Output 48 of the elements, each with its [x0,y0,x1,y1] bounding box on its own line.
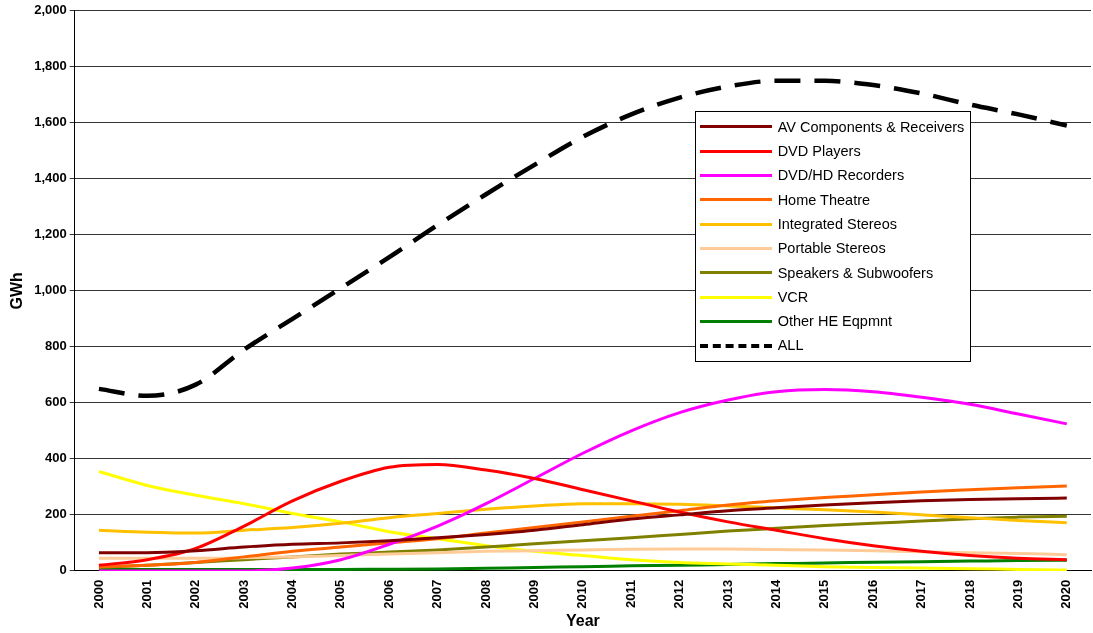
y-tick-label: 1,000 [34,282,67,298]
legend-label: DVD Players [777,142,861,162]
legend-label: DVD/HD Recorders [777,166,905,186]
line-series [97,502,1069,535]
x-tick-label: 2014 [768,579,784,609]
y-tick-label: 0 [59,562,67,578]
y-tick-label: 1,800 [34,58,67,74]
y-tick-label: 800 [45,338,67,354]
x-tick-label: 2013 [719,579,735,609]
x-tick-label: 2015 [816,579,832,609]
x-tick-label: 2017 [913,579,929,609]
legend-label: ALL [777,336,804,356]
x-tick-label: 2005 [332,579,348,609]
x-tick-label: 2019 [1009,579,1025,609]
legend-label: VCR [777,287,809,307]
y-tick-label: 400 [45,450,67,466]
legend-label: Portable Stereos [777,239,886,259]
x-tick-label: 2001 [138,579,154,609]
x-tick-label: 2003 [235,579,251,609]
x-tick-label: 2009 [526,579,542,609]
x-tick-label: 2016 [864,579,880,609]
x-tick-label: 2000 [90,579,106,609]
x-tick-label: 2010 [574,579,590,609]
legend-label: Other HE Eqpmnt [777,312,893,332]
x-tick-label: 2007 [429,579,445,609]
x-tick-label: 2008 [477,579,493,609]
x-tick-label: 2012 [671,579,687,609]
legend-label: Speakers & Subwoofers [777,263,934,283]
line-series [97,484,1069,569]
legend-label: Integrated Stereos [777,215,897,234]
x-axis-title: Year [565,611,600,629]
x-tick-label: 2020 [1058,579,1074,609]
y-tick-label: 200 [45,506,67,522]
legend-label: Home Theatre [777,190,871,210]
x-tick-label: 2011 [622,579,638,609]
y-tick-label: 2,000 [34,2,67,18]
y-tick-label: 1,400 [34,170,67,186]
line-series [97,387,1069,571]
x-tick-label: 2018 [961,579,977,609]
legend-label: AV Components & Receivers [777,117,965,137]
y-axis-title: GWh [8,272,26,310]
x-tick-label: 2004 [284,579,300,609]
y-tick-label: 1,600 [34,114,67,130]
y-tick-label: 600 [45,394,67,410]
line-series [97,496,1069,555]
x-tick-label: 2006 [380,579,396,609]
x-tick-label: 2002 [187,579,203,609]
y-tick-label: 1,200 [34,226,67,242]
